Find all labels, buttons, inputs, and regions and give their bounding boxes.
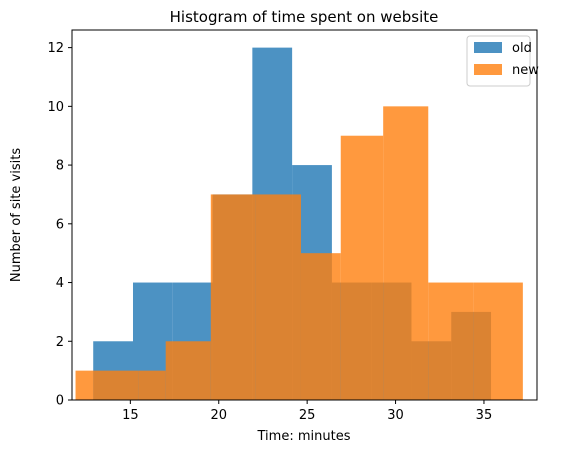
bar-new-0: [75, 370, 94, 400]
x-tick-label: 25: [299, 408, 316, 423]
legend-label-old: old: [512, 41, 532, 56]
y-tick-label: 8: [56, 159, 64, 174]
y-tick-label: 12: [47, 41, 64, 56]
plot-frame: [71, 29, 538, 401]
legend-swatch-new: [474, 64, 502, 75]
y-axis-label: Number of site visits: [9, 148, 24, 282]
y-tick-label: 2: [56, 335, 64, 350]
legend: old new: [466, 35, 539, 87]
y-tick-label: 10: [47, 100, 64, 115]
y-tick-label: 4: [56, 276, 64, 291]
y-tick-label: 0: [56, 394, 64, 409]
legend-swatch-old: [474, 42, 502, 53]
bar-new-6: [300, 253, 341, 400]
bar-new-5: [255, 194, 301, 400]
y-tick-label: 6: [56, 217, 64, 232]
chart-title: Histogram of time spent on website: [170, 8, 439, 26]
bar-new-4: [210, 194, 256, 400]
bar-new-9: [428, 282, 474, 400]
x-tick-label: 35: [476, 408, 493, 423]
bar-new-3: [165, 341, 211, 400]
bar-new-7: [340, 135, 384, 400]
bar-new-8: [383, 106, 429, 400]
x-axis-ticks: 15 20 25 30 35: [122, 400, 492, 423]
x-tick-label: 20: [210, 408, 227, 423]
bar-new-10: [473, 282, 523, 400]
bars-layer: [75, 47, 523, 400]
x-axis-label: Time: minutes: [257, 429, 351, 444]
y-axis-ticks: 0 2 4 6 8 10 12: [47, 41, 72, 409]
bar-new-1: [93, 370, 139, 400]
x-tick-label: 30: [387, 408, 404, 423]
x-tick-label: 15: [122, 408, 139, 423]
bar-new-2: [138, 370, 166, 400]
legend-label-new: new: [512, 63, 539, 78]
